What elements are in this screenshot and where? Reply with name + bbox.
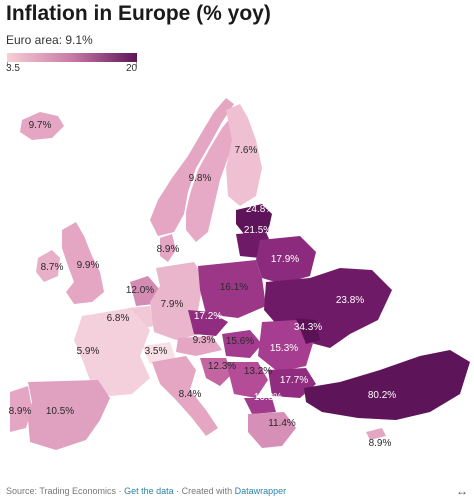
region-portugal[interactable]	[10, 386, 32, 432]
scale-max-label: 20	[126, 63, 138, 74]
region-austria[interactable]	[176, 336, 222, 356]
scale-min-label: 3.5	[6, 63, 20, 74]
value-label-cyprus: 8.9%	[369, 438, 392, 449]
region-turkey[interactable]	[304, 350, 470, 420]
value-label-switzerland: 3.5%	[145, 346, 168, 357]
value-label-germany: 7.9%	[161, 299, 184, 310]
region-denmark[interactable]	[160, 234, 176, 262]
value-label-bulgaria: 17.7%	[280, 375, 308, 386]
value-label-moldova: 34.3%	[294, 322, 322, 333]
chart-subtitle: Euro area: 9.1%	[6, 33, 93, 47]
value-label-hungary: 15.6%	[226, 336, 254, 347]
expand-icon[interactable]: ↔	[456, 484, 468, 498]
region-iceland[interactable]	[20, 112, 64, 140]
value-label-iceland: 9.7%	[29, 120, 52, 131]
region-sweden[interactable]	[186, 116, 238, 242]
value-label-norway: 9.8%	[189, 173, 212, 184]
chart-title: Inflation in Europe (% yoy)	[6, 2, 271, 25]
region-czech[interactable]	[188, 310, 228, 336]
footer-source: Source: Trading Economics ·	[6, 486, 125, 496]
value-label-serbia: 13.2%	[244, 366, 272, 377]
region-greece[interactable]	[248, 412, 296, 448]
region-bulgaria[interactable]	[268, 368, 316, 398]
color-scale-bar	[7, 53, 137, 62]
value-label-ukraine: 23.8%	[336, 295, 364, 306]
region-hungary[interactable]	[222, 330, 262, 358]
europe-map: 9.7% 9.8% 7.6% 24.8% 21.5% 8.9% 8.7% 9.9% 17.9% 1…	[9, 98, 470, 450]
value-label-finland: 7.6%	[235, 145, 258, 156]
value-label-belarus: 17.9%	[271, 254, 299, 265]
value-label-north-macedonia: 16.8%	[254, 392, 282, 403]
region-poland[interactable]	[198, 260, 266, 318]
value-label-czech-republic: 17.2%	[194, 311, 222, 322]
region-croatia[interactable]	[200, 358, 232, 386]
value-label-france: 5.9%	[77, 346, 100, 357]
region-estonia[interactable]	[236, 204, 272, 234]
region-ireland[interactable]	[36, 250, 60, 282]
value-label-luxembourg: 6.8%	[107, 313, 130, 324]
value-label-ireland: 8.7%	[41, 262, 64, 273]
value-label-austria: 9.3%	[193, 335, 216, 346]
region-moldova[interactable]	[296, 318, 320, 344]
value-label-portugal: 8.9%	[9, 406, 32, 417]
region-spain[interactable]	[28, 380, 110, 450]
region-germany[interactable]	[150, 262, 204, 340]
value-label-greece: 11.4%	[268, 418, 296, 429]
region-finland[interactable]	[226, 104, 262, 206]
region-serbia[interactable]	[226, 362, 268, 398]
value-label-turkey: 80.2%	[368, 390, 396, 401]
footer-created-with: · Created with	[173, 486, 235, 496]
region-switzerland[interactable]	[142, 342, 176, 364]
value-label-poland: 16.1%	[220, 282, 248, 293]
datawrapper-link[interactable]: Datawrapper	[234, 486, 287, 496]
value-label-lithuania: 21.5%	[244, 225, 272, 236]
color-scale-ticks	[7, 62, 137, 67]
region-romania[interactable]	[258, 320, 314, 372]
region-norway[interactable]	[150, 98, 234, 236]
value-label-romania: 15.3%	[270, 343, 298, 354]
value-label-netherlands: 12.0%	[126, 285, 154, 296]
value-label-estonia: 24.8%	[246, 204, 274, 215]
value-labels: 9.7% 9.8% 7.6% 24.8% 21.5% 8.9% 8.7% 9.9% 17.9% 1…	[9, 120, 397, 449]
value-label-spain: 10.5%	[46, 406, 74, 417]
region-italy[interactable]	[152, 356, 218, 436]
region-north-macedonia[interactable]	[244, 398, 276, 414]
value-label-croatia: 12.3%	[208, 361, 236, 372]
region-france[interactable]	[74, 308, 150, 396]
value-label-italy: 8.4%	[179, 389, 202, 400]
region-cyprus[interactable]	[366, 428, 386, 440]
region-belarus[interactable]	[256, 236, 316, 284]
value-label-united-kingdom: 9.9%	[77, 260, 100, 271]
get-data-link[interactable]: Get the data	[124, 486, 174, 496]
footer: Source: Trading Economics · Get the data…	[6, 486, 286, 496]
region-uk[interactable]	[62, 222, 104, 304]
value-label-denmark: 8.9%	[157, 244, 180, 255]
